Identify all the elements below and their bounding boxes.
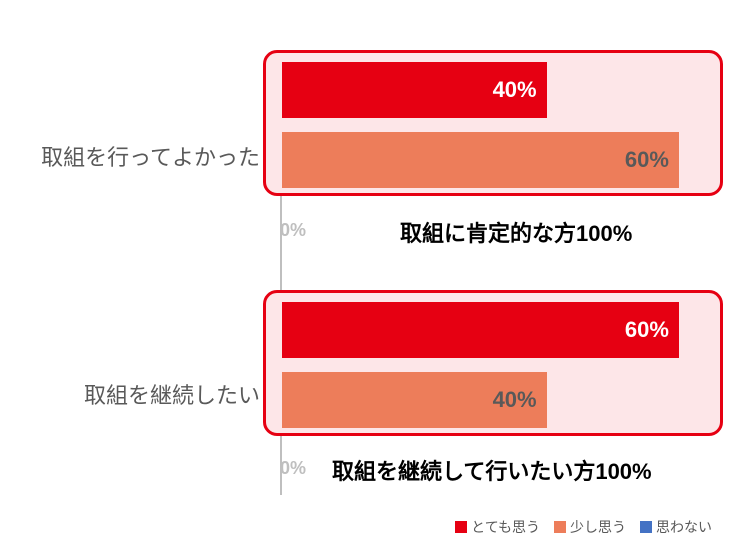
category-label-continue: 取組を継続したい (0, 378, 260, 410)
legend-label-0: とても思う (471, 517, 540, 537)
zero-tick-good: 0% (280, 220, 320, 241)
bar-label-continue-very: 60% (625, 317, 669, 343)
legend: とても思う 少し思う 思わない (455, 517, 712, 537)
legend-item-1: 少し思う (554, 517, 626, 537)
bar-continue-little: 40% (282, 372, 547, 428)
bar-continue-very: 60% (282, 302, 679, 358)
survey-bar-chart: 取組を行ってよかった 40% 60% 0% 取組に肯定的な方100% 取組を継続したい 60… (0, 0, 740, 555)
annotation-good: 取組に肯定的な方100% (400, 216, 632, 248)
bar-label-good-little: 60% (625, 147, 669, 173)
legend-swatch-2 (640, 521, 652, 533)
legend-label-2: 思わない (656, 517, 712, 537)
legend-item-2: 思わない (640, 517, 712, 537)
category-label-good: 取組を行ってよかった (0, 140, 260, 172)
legend-item-0: とても思う (455, 517, 540, 537)
zero-tick-continue: 0% (280, 458, 320, 479)
bar-good-little: 60% (282, 132, 679, 188)
annotation-continue: 取組を継続して行いたい方100% (332, 454, 652, 486)
legend-label-1: 少し思う (570, 517, 626, 537)
bar-label-good-very: 40% (493, 77, 537, 103)
bar-label-continue-little: 40% (493, 387, 537, 413)
legend-swatch-1 (554, 521, 566, 533)
legend-swatch-0 (455, 521, 467, 533)
bar-good-very: 40% (282, 62, 547, 118)
